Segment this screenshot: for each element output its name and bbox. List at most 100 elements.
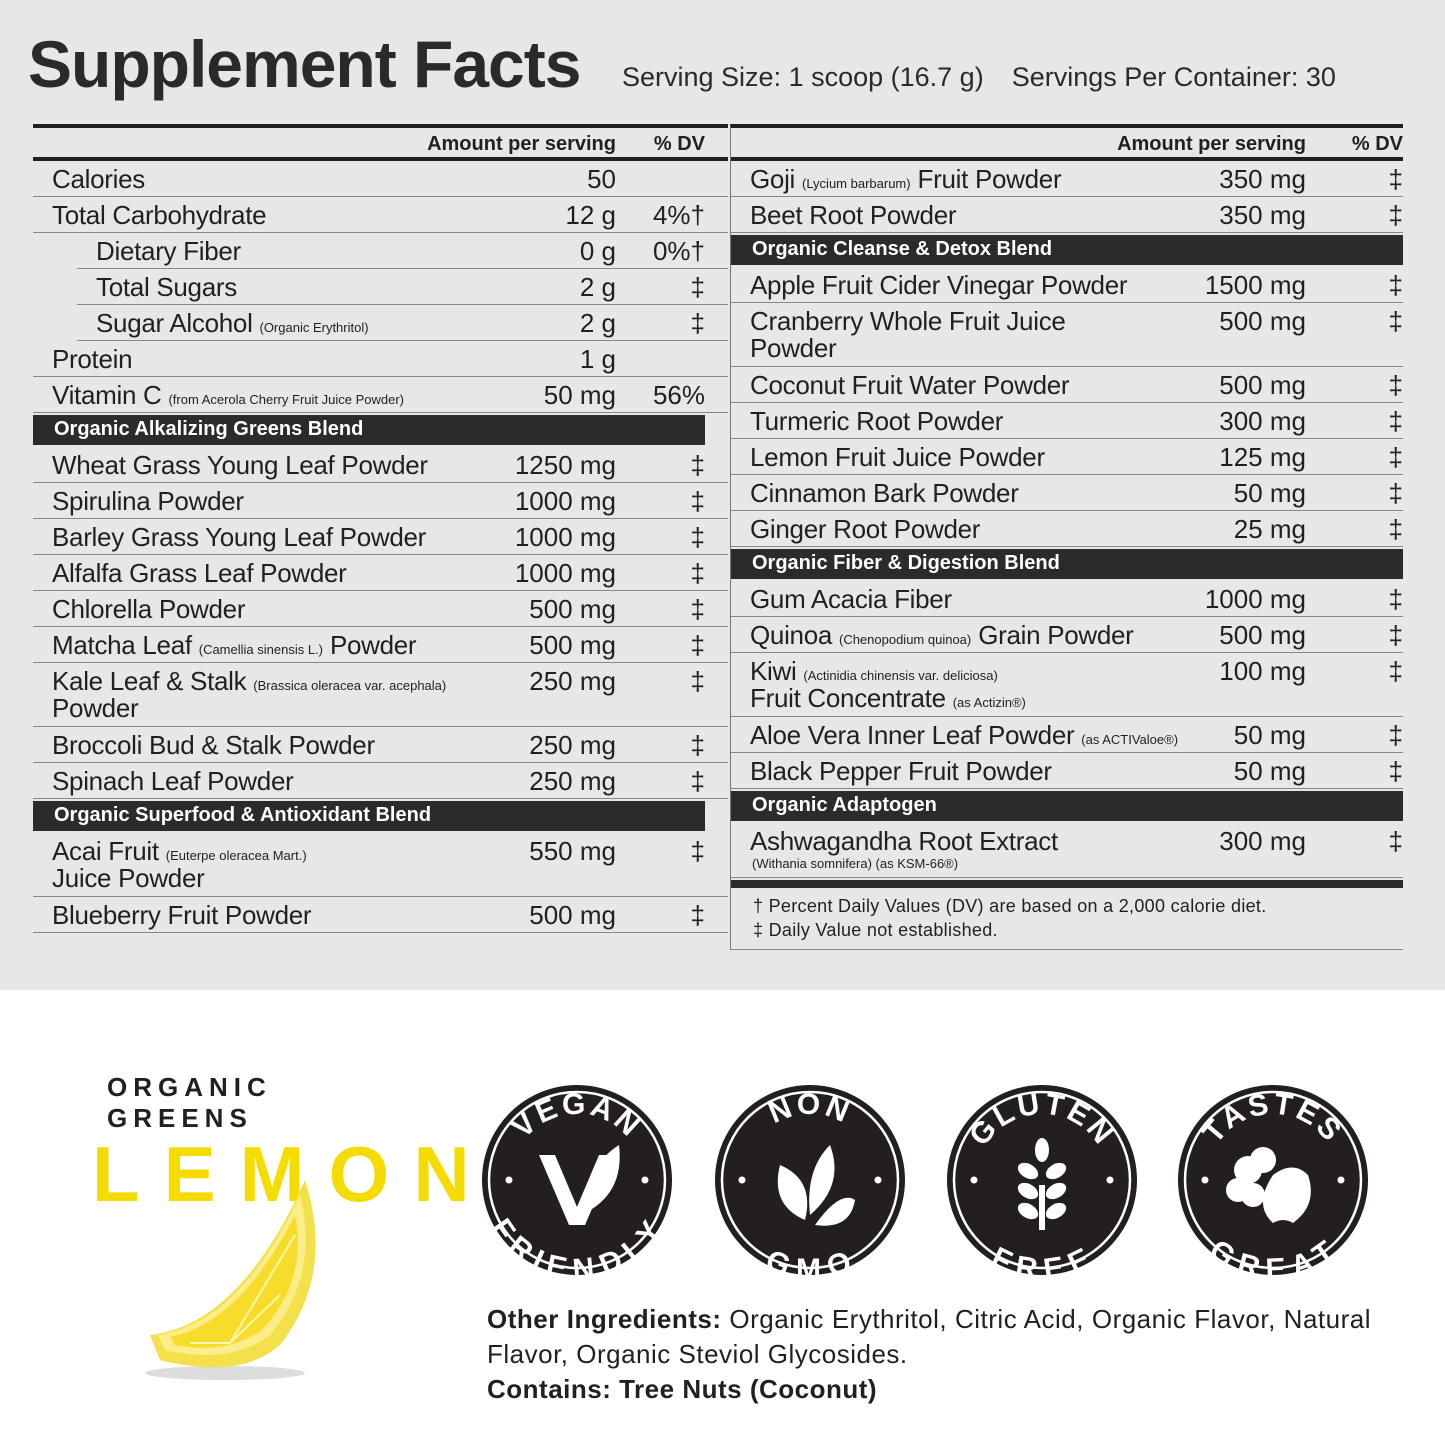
flavor-name: LEMON bbox=[92, 1130, 494, 1218]
nutrient-row-vitamin-c: Vitamin C (from Acerola Cherry Fruit Jui… bbox=[33, 377, 728, 413]
ingredient-name-cont: Fruit Concentrate (as Actizin®) bbox=[750, 683, 1026, 713]
ingredient-name: Sugar Alcohol (Organic Erythritol) bbox=[96, 308, 369, 338]
divider bbox=[731, 880, 1403, 888]
amount: 300 mg bbox=[1219, 406, 1306, 436]
daily-value: ‡ bbox=[1388, 756, 1403, 786]
amount: 550 mg bbox=[529, 836, 616, 866]
nutrient-row-goji: Goji (Lycium barbarum) Fruit Powder 350 m… bbox=[731, 161, 1403, 197]
column-header: Amount per serving % DV bbox=[33, 128, 728, 161]
dv-header: % DV bbox=[653, 133, 705, 155]
amount: 0 g bbox=[579, 236, 616, 266]
ingredient-name: Ashwagandha Root Extract bbox=[750, 826, 1058, 856]
amount: 250 mg bbox=[529, 730, 616, 760]
ingredient-name: Chlorella Powder bbox=[52, 594, 246, 624]
ingredient-name: Blueberry Fruit Powder bbox=[52, 900, 312, 930]
blend-header: Organic Alkalizing Greens Blend bbox=[33, 415, 705, 445]
daily-value: ‡ bbox=[690, 558, 705, 588]
ingredient-name: Broccoli Bud & Stalk Powder bbox=[52, 730, 375, 760]
lemon-wedge-image bbox=[145, 1180, 316, 1380]
product-line: ORGANIC GREENS bbox=[107, 1072, 272, 1133]
column-header: Amount per serving % DV bbox=[731, 128, 1403, 161]
daily-value: ‡ bbox=[690, 766, 705, 796]
ingredient-name: Goji (Lycium barbarum) Fruit Powder bbox=[750, 164, 1062, 194]
daily-value: ‡ bbox=[690, 486, 705, 516]
nutrient-row-apple-fruit-cider-vinegar-powder: Apple Fruit Cider Vinegar Powder 1500 mg ‡ bbox=[731, 267, 1403, 303]
daily-value: ‡ bbox=[690, 836, 705, 866]
ingredient-name: Kale Leaf & Stalk (Brassica oleracea var… bbox=[52, 666, 447, 696]
daily-value: ‡ bbox=[690, 272, 705, 302]
nutrient-row-lemon-fruit-juice-powder: Lemon Fruit Juice Powder 125 mg ‡ bbox=[731, 439, 1403, 475]
daily-value: ‡ bbox=[690, 630, 705, 660]
ingredient-subnote: (Withania somnifera) (as KSM-66®) bbox=[752, 856, 959, 871]
amount: 125 mg bbox=[1219, 442, 1306, 472]
ingredient-name: Cranberry Whole Fruit Juice bbox=[750, 306, 1066, 336]
amount: 100 mg bbox=[1219, 656, 1306, 686]
daily-value: ‡ bbox=[1388, 514, 1403, 544]
ingredient-name: Calories bbox=[52, 164, 145, 194]
daily-value: ‡ bbox=[1388, 656, 1403, 686]
amount: 2 g bbox=[579, 272, 616, 302]
page-title: Supplement Facts bbox=[28, 27, 581, 101]
nutrient-row-acai-fruit: Acai Fruit (Euterpe oleracea Mart.) Juice… bbox=[33, 833, 728, 897]
amount: 2 g bbox=[579, 308, 616, 338]
other-ingredients: Other Ingredients: Organic Erythritol, C… bbox=[487, 1302, 1371, 1407]
amount: 50 mg bbox=[1233, 756, 1306, 786]
nutrient-row-spirulina-powder: Spirulina Powder 1000 mg ‡ bbox=[33, 483, 728, 519]
supplement-facts-panel: Supplement Facts Serving Size: 1 scoop (… bbox=[0, 0, 1445, 990]
amount: 50 mg bbox=[543, 380, 616, 410]
nutrient-row-blueberry-fruit-powder: Blueberry Fruit Powder 500 mg ‡ bbox=[33, 897, 728, 933]
daily-value: ‡ bbox=[690, 450, 705, 480]
nutrient-row-ashwagandha-root-extract: Ashwagandha Root Extract (Withania somnif… bbox=[731, 823, 1403, 878]
daily-value: ‡ bbox=[1388, 620, 1403, 650]
daily-value: ‡ bbox=[1388, 270, 1403, 300]
daily-value: ‡ bbox=[690, 900, 705, 930]
amount: 50 mg bbox=[1233, 720, 1306, 750]
amount-header: Amount per serving bbox=[1117, 133, 1306, 155]
daily-value: ‡ bbox=[1388, 826, 1403, 856]
ingredient-name: Quinoa (Chenopodium quinoa) Grain Powder bbox=[750, 620, 1134, 650]
nutrient-row-turmeric-root-powder: Turmeric Root Powder 300 mg ‡ bbox=[731, 403, 1403, 439]
amount: 50 mg bbox=[1233, 478, 1306, 508]
nutrient-row-coconut-fruit-water-powder: Coconut Fruit Water Powder 500 mg ‡ bbox=[731, 367, 1403, 403]
nutrient-row-kale-leaf-stalk: Kale Leaf & Stalk (Brassica oleracea var… bbox=[33, 663, 728, 727]
nutrient-row-broccoli-bud-stalk-powder: Broccoli Bud & Stalk Powder 250 mg ‡ bbox=[33, 727, 728, 763]
nutrient-row-aloe-vera-inner-leaf-powder: Aloe Vera Inner Leaf Powder (as ACTIValo… bbox=[731, 717, 1403, 753]
nutrient-row-ginger-root-powder: Ginger Root Powder 25 mg ‡ bbox=[731, 511, 1403, 547]
amount: 300 mg bbox=[1219, 826, 1306, 856]
ingredient-name: Spirulina Powder bbox=[52, 486, 244, 516]
ingredient-name: Barley Grass Young Leaf Powder bbox=[52, 522, 427, 552]
nutrient-row-alfalfa-grass-leaf-powder: Alfalfa Grass Leaf Powder 1000 mg ‡ bbox=[33, 555, 728, 591]
nutrient-row-cinnamon-bark-powder: Cinnamon Bark Powder 50 mg ‡ bbox=[731, 475, 1403, 511]
amount: 25 mg bbox=[1233, 514, 1306, 544]
amount: 500 mg bbox=[1219, 306, 1306, 336]
daily-value: 4%† bbox=[652, 200, 705, 230]
ingredient-name: Matcha Leaf (Camellia sinensis L.) Powde… bbox=[52, 630, 417, 660]
ingredient-name: Beet Root Powder bbox=[750, 200, 957, 230]
badge-gluten-free: GLUTEN FREE bbox=[945, 1083, 1139, 1286]
nutrient-row-protein: Protein 1 g bbox=[33, 341, 728, 377]
nutrient-row-gum-acacia-fiber: Gum Acacia Fiber 1000 mg ‡ bbox=[731, 581, 1403, 617]
blend-header: Organic Fiber & Digestion Blend bbox=[731, 549, 1403, 579]
ingredient-name-cont: Juice Powder bbox=[52, 863, 205, 893]
ingredient-name: Gum Acacia Fiber bbox=[750, 584, 952, 614]
amount: 500 mg bbox=[1219, 370, 1306, 400]
daily-value: ‡ bbox=[690, 594, 705, 624]
daily-value: ‡ bbox=[1388, 442, 1403, 472]
leaves-icon bbox=[777, 1145, 855, 1226]
badge-tastes-great: TASTES GREAT bbox=[1176, 1083, 1370, 1286]
amount: 250 mg bbox=[529, 766, 616, 796]
blend-header: Organic Superfood & Antioxidant Blend bbox=[33, 801, 705, 831]
ingredient-name: Apple Fruit Cider Vinegar Powder bbox=[750, 270, 1128, 300]
brand-block: ORGANIC GREENS LEMON bbox=[92, 1072, 494, 1218]
amount: 1000 mg bbox=[514, 486, 616, 516]
amount: 12 g bbox=[565, 200, 616, 230]
other-ingredients-label: Other Ingredients: bbox=[487, 1304, 722, 1334]
daily-value: ‡ bbox=[1388, 584, 1403, 614]
ingredient-name: Turmeric Root Powder bbox=[750, 406, 1004, 436]
ingredient-name: Coconut Fruit Water Powder bbox=[750, 370, 1070, 400]
daily-value: ‡ bbox=[1388, 164, 1403, 194]
amount: 1 g bbox=[579, 344, 616, 374]
nutrient-row-spinach-leaf-powder: Spinach Leaf Powder 250 mg ‡ bbox=[33, 763, 728, 799]
allergen-statement: Contains: Tree Nuts (Coconut) bbox=[487, 1374, 878, 1404]
fruit-veg-icon bbox=[1226, 1147, 1311, 1223]
